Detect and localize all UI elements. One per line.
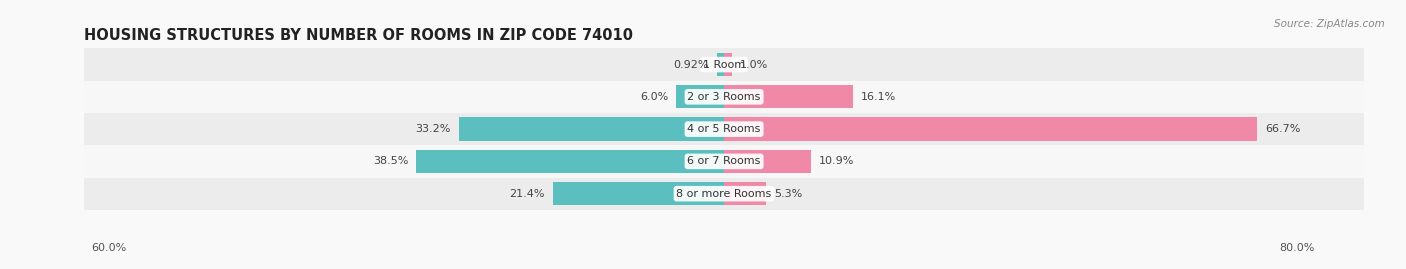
Text: 6 or 7 Rooms: 6 or 7 Rooms [688, 156, 761, 167]
Bar [84, 48, 1364, 81]
Bar [416, 150, 724, 173]
Bar [676, 85, 724, 108]
Text: 1.0%: 1.0% [740, 59, 768, 70]
Bar [724, 85, 853, 108]
Text: 38.5%: 38.5% [373, 156, 408, 167]
Bar [724, 150, 811, 173]
Bar [724, 53, 733, 76]
Text: 10.9%: 10.9% [820, 156, 855, 167]
Bar [553, 182, 724, 205]
Text: 60.0%: 60.0% [91, 243, 127, 253]
Text: 8 or more Rooms: 8 or more Rooms [676, 189, 772, 199]
Text: 2 or 3 Rooms: 2 or 3 Rooms [688, 92, 761, 102]
Legend: Owner-occupied, Renter-occupied: Owner-occupied, Renter-occupied [598, 266, 851, 269]
Text: 16.1%: 16.1% [860, 92, 896, 102]
Text: Source: ZipAtlas.com: Source: ZipAtlas.com [1274, 19, 1385, 29]
Text: HOUSING STRUCTURES BY NUMBER OF ROOMS IN ZIP CODE 74010: HOUSING STRUCTURES BY NUMBER OF ROOMS IN… [84, 28, 633, 43]
Text: 0.92%: 0.92% [673, 59, 709, 70]
Text: 5.3%: 5.3% [775, 189, 803, 199]
Bar [458, 118, 724, 141]
Bar [84, 113, 1364, 145]
Bar [84, 178, 1364, 210]
Bar [724, 182, 766, 205]
Text: 66.7%: 66.7% [1265, 124, 1301, 134]
Text: 4 or 5 Rooms: 4 or 5 Rooms [688, 124, 761, 134]
Bar [717, 53, 724, 76]
Text: 6.0%: 6.0% [640, 92, 668, 102]
Text: 80.0%: 80.0% [1279, 243, 1315, 253]
Bar [84, 81, 1364, 113]
Text: 21.4%: 21.4% [509, 189, 546, 199]
Text: 1 Room: 1 Room [703, 59, 745, 70]
Bar [724, 118, 1257, 141]
Bar [84, 145, 1364, 178]
Text: 33.2%: 33.2% [415, 124, 450, 134]
